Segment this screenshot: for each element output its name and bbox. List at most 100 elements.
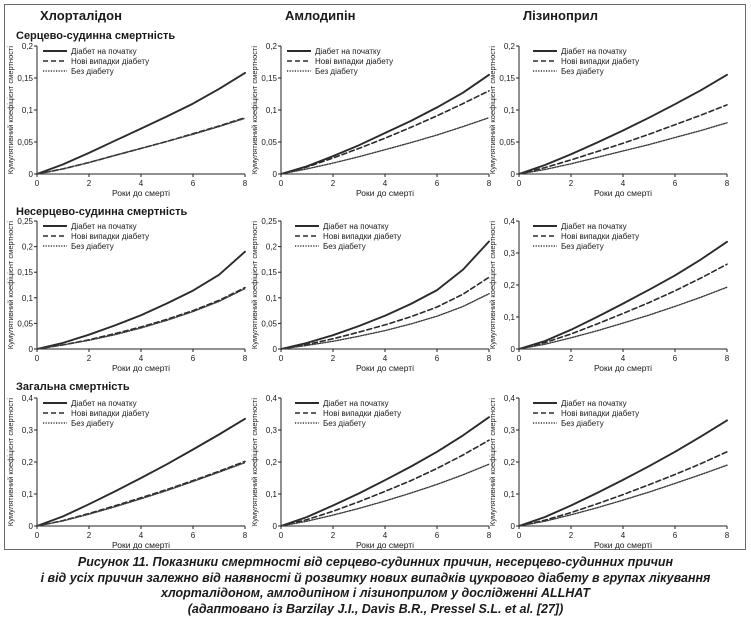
caption-line: Рисунок 11. Показники смертності від сер…	[77, 555, 674, 569]
x-axis-label: Роки до смерті	[112, 188, 170, 198]
chart-panel: 0 0,05 0,1 0,15 0,2 0 2 4 6 8 Роки до смерті Кумуля…	[6, 42, 248, 198]
x-tick-label: 6	[435, 179, 440, 188]
series-line	[280, 116, 490, 175]
x-axis-label: Роки до смерті	[112, 363, 170, 373]
chart-panel: 0 0,05 0,1 0,15 0,2 0 2 4 6 8 Роки до смерті Кумуля…	[250, 42, 492, 198]
x-tick-label: 8	[243, 179, 248, 188]
y-tick-label: 0,4	[22, 394, 34, 403]
y-tick-label: 0,1	[504, 490, 516, 499]
legend-label: Діабет на початку	[561, 222, 627, 231]
x-tick-label: 8	[243, 354, 248, 363]
y-axis-label: Кумулятивний коефіцієнт смертності	[250, 398, 259, 527]
x-tick-label: 8	[487, 179, 492, 188]
chart-panel: 0 0,05 0,1 0,15 0,2 0,25 0 2 4 6 8 Роки до смерті Ку…	[6, 217, 248, 373]
y-tick-label: 0,2	[22, 243, 34, 252]
x-axis-label: Роки до смерті	[356, 363, 414, 373]
chart-panel: 0 0,1 0,2 0,3 0,4 0 2 4 6 8 Роки до смерті Кумуляти…	[488, 394, 730, 550]
y-tick-label: 0,05	[499, 138, 515, 147]
x-axis-label: Роки до смерті	[594, 540, 652, 550]
x-tick-label: 4	[621, 179, 626, 188]
series-line	[36, 286, 246, 350]
y-tick-label: 0	[273, 522, 278, 531]
y-tick-label: 0,1	[266, 106, 278, 115]
series-line	[518, 73, 728, 175]
x-tick-label: 6	[435, 531, 440, 540]
y-axis-label: Кумулятивний коефіцієнт смертності	[250, 221, 259, 350]
y-tick-label: 0,2	[266, 243, 278, 252]
y-tick-label: 0,15	[261, 74, 277, 83]
legend-label: Без діабету	[561, 419, 604, 428]
x-tick-label: 8	[487, 531, 492, 540]
y-tick-label: 0,1	[22, 106, 34, 115]
x-tick-label: 8	[725, 354, 730, 363]
legend-label: Без діабету	[561, 242, 604, 251]
x-tick-label: 2	[87, 531, 92, 540]
series-line	[36, 287, 246, 350]
legend-label: Нові випадки діабету	[71, 409, 149, 418]
y-tick-label: 0,2	[266, 42, 278, 51]
y-tick-label: 0,15	[17, 268, 33, 277]
y-tick-label: 0	[29, 522, 34, 531]
series-line	[280, 276, 490, 350]
y-axis-label: Кумулятивний коефіцієнт смертності	[6, 221, 15, 350]
y-tick-label: 0	[273, 345, 278, 354]
series-line	[36, 71, 246, 175]
x-tick-label: 6	[191, 354, 196, 363]
x-tick-label: 4	[621, 354, 626, 363]
x-tick-label: 6	[673, 354, 678, 363]
legend-label: Без діабету	[71, 67, 114, 76]
legend-label: Нові випадки діабету	[561, 409, 639, 418]
y-axis-label: Кумулятивний коефіцієнт смертності	[6, 398, 15, 527]
legend-label: Діабет на початку	[71, 47, 137, 56]
x-tick-label: 4	[383, 531, 388, 540]
series-line	[518, 450, 728, 527]
series-line	[36, 250, 246, 350]
x-tick-label: 4	[383, 179, 388, 188]
y-tick-label: 0,1	[504, 106, 516, 115]
y-tick-label: 0,4	[266, 394, 278, 403]
y-tick-label: 0,2	[22, 458, 34, 467]
row-title-cardiovascular: Серцево-судинна смертність	[16, 30, 176, 42]
y-tick-label: 0,1	[22, 294, 34, 303]
legend-label: Діабет на початку	[561, 47, 627, 56]
x-tick-label: 4	[139, 531, 144, 540]
series-line	[518, 419, 728, 527]
y-tick-label: 0,05	[17, 138, 33, 147]
legend-label: Без діабету	[561, 67, 604, 76]
caption-line: (адаптовано із Barzilay J.I., Davis B.R.…	[187, 601, 564, 616]
y-tick-label: 0,3	[266, 426, 278, 435]
series-line	[36, 417, 246, 527]
legend-label: Нові випадки діабету	[561, 57, 639, 66]
caption-line: і від усіх причин залежно від наявності …	[40, 570, 711, 585]
y-tick-label: 0,2	[504, 281, 516, 290]
x-tick-label: 8	[243, 531, 248, 540]
legend-label: Нові випадки діабету	[323, 409, 401, 418]
row-title-noncardiovascular: Несерцево-судинна смертність	[16, 206, 188, 218]
x-tick-label: 8	[725, 531, 730, 540]
series-line	[518, 240, 728, 350]
x-tick-label: 4	[383, 354, 388, 363]
series-line	[518, 464, 728, 527]
x-tick-label: 2	[331, 354, 336, 363]
y-tick-label: 0,15	[17, 74, 33, 83]
x-tick-label: 0	[35, 531, 40, 540]
series-line	[280, 463, 490, 527]
y-tick-label: 0	[273, 170, 278, 179]
y-tick-label: 0,1	[266, 490, 278, 499]
y-axis-label: Кумулятивний коефіцієнт смертності	[6, 46, 15, 175]
x-tick-label: 2	[569, 354, 574, 363]
x-axis-label: Роки до смерті	[594, 363, 652, 373]
y-tick-label: 0,3	[22, 426, 34, 435]
chart-panel: 0 0,1 0,2 0,3 0,4 0 2 4 6 8 Роки до смерті Кумуляти…	[6, 394, 248, 550]
x-tick-label: 0	[279, 531, 284, 540]
y-tick-label: 0	[511, 345, 516, 354]
y-tick-label: 0	[29, 345, 34, 354]
y-tick-label: 0,4	[504, 217, 516, 226]
y-tick-label: 0	[29, 170, 34, 179]
series-line	[518, 263, 728, 350]
y-tick-label: 0,05	[261, 138, 277, 147]
x-axis-label: Роки до смерті	[356, 188, 414, 198]
x-tick-label: 6	[673, 179, 678, 188]
series-line	[280, 439, 490, 527]
chart-panel: 0 0,05 0,1 0,15 0,2 0 2 4 6 8 Роки до смерті Кумуля…	[488, 42, 730, 198]
